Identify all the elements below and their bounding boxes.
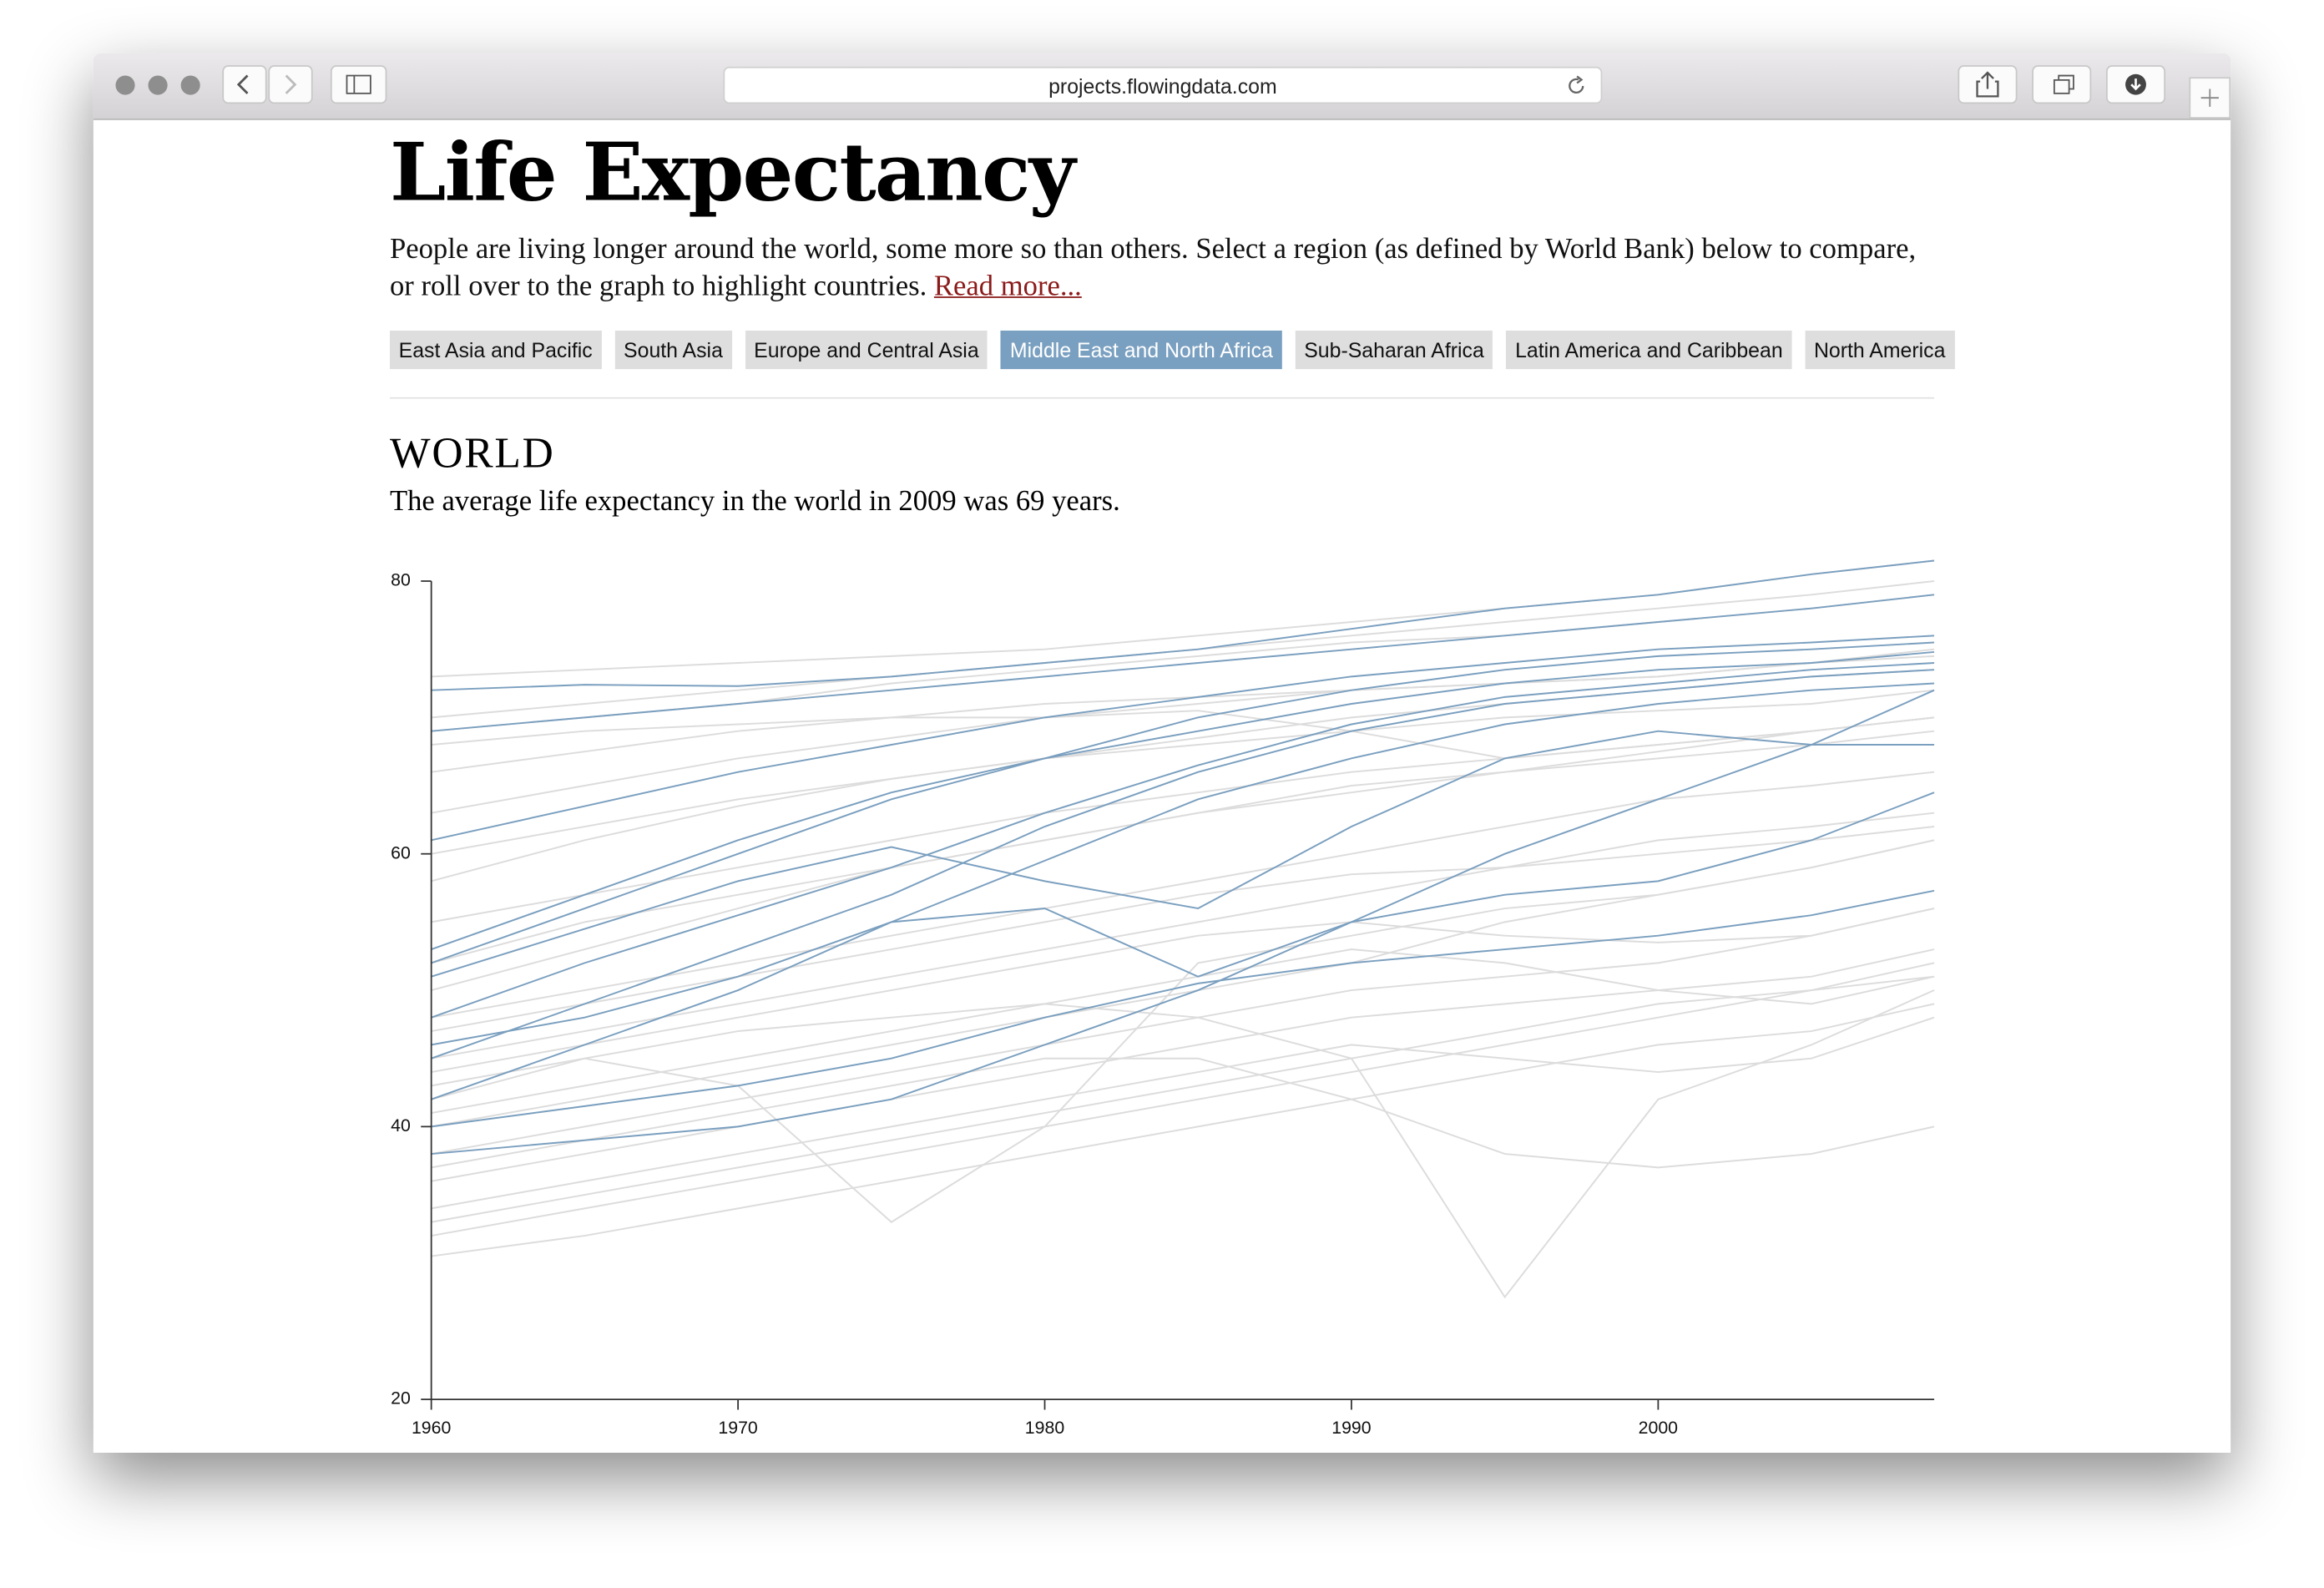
region-button[interactable]: Middle East and North Africa — [1001, 330, 1282, 370]
y-tick-label: 40 — [391, 1115, 411, 1135]
address-bar[interactable]: projects.flowingdata.com — [723, 66, 1603, 104]
country-line — [431, 826, 1935, 1033]
country-line — [431, 962, 1935, 1237]
country-line — [431, 689, 1935, 855]
region-button[interactable]: Europe and Central Asia — [745, 330, 988, 370]
country-line — [431, 662, 1935, 1019]
read-more-link[interactable]: Read more... — [933, 271, 1082, 303]
tabs-icon — [2053, 74, 2074, 94]
country-line — [431, 716, 1935, 991]
y-tick-label: 60 — [391, 842, 411, 862]
country-line — [431, 1016, 1935, 1210]
y-tick-label: 80 — [391, 570, 411, 590]
country-line — [431, 716, 1935, 923]
back-icon — [236, 74, 249, 94]
close-button[interactable] — [115, 75, 135, 95]
country-line — [431, 975, 1935, 1223]
region-buttons: East Asia and Pacific South Asia Europe an… — [389, 330, 1955, 370]
region-button[interactable]: Sub-Saharan Africa — [1295, 330, 1493, 370]
country-line — [431, 771, 1935, 1019]
share-icon — [1976, 71, 1999, 98]
x-tick-label: 1980 — [1025, 1418, 1065, 1438]
reload-icon[interactable] — [1565, 74, 1589, 98]
x-tick-label: 1970 — [718, 1418, 758, 1438]
country-line — [431, 1057, 1935, 1169]
toolbar: projects.flowingdata.com — [93, 53, 2231, 120]
forward-icon — [285, 74, 297, 94]
country-line — [431, 710, 1935, 760]
intro-text: People are living longer around the worl… — [389, 234, 1917, 303]
region-button[interactable]: East Asia and Pacific — [389, 330, 602, 370]
new-tab-button[interactable] — [2189, 77, 2231, 119]
country-line — [431, 635, 1935, 842]
country-line — [431, 650, 1935, 950]
country-line — [431, 948, 1935, 1182]
minimize-button[interactable] — [148, 75, 168, 95]
country-line — [431, 730, 1935, 978]
sidebar-icon — [346, 74, 371, 94]
browser-window: projects.flowingdata.com Life Expectancy… — [93, 53, 2231, 1453]
share-button[interactable] — [1958, 65, 2018, 104]
x-tick-label: 1990 — [1331, 1418, 1372, 1438]
x-tick-label: 2000 — [1639, 1418, 1679, 1438]
chart[interactable]: 20 40 60 80 1960 1970 1980 1990 2000 — [93, 53, 2231, 1453]
sidebar-button[interactable] — [330, 65, 387, 104]
country-line — [431, 889, 1935, 1128]
country-line — [431, 730, 1935, 964]
divider — [389, 397, 1935, 399]
url-text: projects.flowingdata.com — [1048, 73, 1277, 99]
country-line — [431, 689, 1935, 1156]
country-line — [431, 559, 1935, 678]
y-tick-label: 20 — [391, 1388, 411, 1408]
section-title: WORLD — [389, 429, 555, 478]
country-line — [431, 839, 1935, 1223]
country-line — [431, 908, 1935, 1074]
country-line — [431, 812, 1935, 1060]
x-tick-label: 1960 — [412, 1418, 452, 1438]
country-line — [431, 791, 1935, 1046]
country-line — [431, 682, 1935, 1100]
country-line — [431, 989, 1935, 1299]
downloads-button[interactable] — [2105, 65, 2166, 104]
plus-icon — [2200, 89, 2219, 107]
page-title: Life Expectancy — [389, 124, 1075, 220]
country-line — [431, 641, 1935, 964]
forward-button[interactable] — [268, 65, 313, 104]
country-line — [431, 1003, 1935, 1257]
region-button[interactable]: South Asia — [614, 330, 732, 370]
back-button[interactable] — [222, 65, 267, 104]
region-button[interactable]: Latin America and Caribbean — [1506, 330, 1792, 370]
downloads-icon — [2125, 73, 2146, 95]
tabs-button[interactable] — [2032, 65, 2092, 104]
intro: People are living longer around the worl… — [390, 231, 1934, 306]
country-line — [431, 669, 1935, 1060]
zoom-button[interactable] — [180, 75, 200, 95]
section-summary: The average life expectancy in the world… — [389, 486, 1120, 518]
region-button[interactable]: North America — [1805, 330, 1955, 370]
country-line — [431, 594, 1935, 732]
country-line — [431, 655, 1935, 814]
country-line — [431, 559, 1935, 691]
